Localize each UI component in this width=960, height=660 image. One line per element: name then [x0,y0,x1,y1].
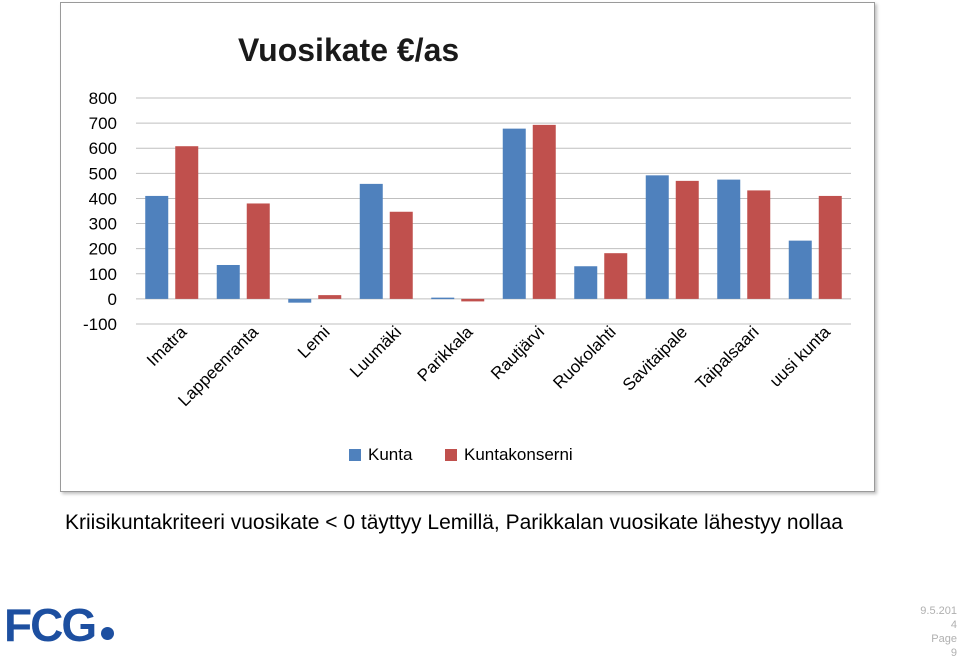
footer-page-number: 9 [950,647,957,659]
bar-kunta [288,298,312,303]
bar-kuntakonserni [318,295,342,299]
bar-kuntakonserni [747,190,771,299]
y-tick-label: 400 [89,189,117,208]
x-tick-label: Rautjärvi [487,322,548,383]
logo-dot-icon [101,626,115,640]
logo-text: FCG [4,599,97,651]
bar-kunta [502,128,526,299]
x-tick-label: Parikkala [414,322,477,385]
y-tick-label: 300 [89,215,117,234]
x-tick-label: Luumäki [346,322,405,381]
legend-swatch-kunta [349,449,361,461]
bar-kunta [145,195,169,299]
x-tick-label: uusi kunta [766,322,835,391]
x-tick-label: Lemi [294,322,333,361]
legend-label: Kuntakonserni [464,445,573,464]
bar-kunta [574,266,598,299]
bar-kuntakonserni [246,203,270,299]
bar-kuntakonserni [389,211,413,299]
footer-meta: 9.5.2014 Page 9 [917,604,957,660]
chart-title: Vuosikate €/as [238,32,459,68]
y-tick-label: 700 [89,114,117,133]
footer-date: 9.5.2014 [920,605,957,631]
bar-kunta [788,240,812,299]
x-tick-label: Taipalsaari [692,322,763,393]
bar-chart: Vuosikate €/as -100 0 100 200 300 400 500 600 700… [83,32,851,464]
bar-kunta [431,297,455,300]
fcg-logo: FCG [4,599,115,651]
y-tick-label: 0 [108,290,117,309]
y-tick-label: 500 [89,164,117,183]
x-tick-label: Ruokolahti [549,322,619,392]
y-tick-label: 100 [89,265,117,284]
bar-kuntakonserni [461,298,485,302]
bar-kunta [717,179,741,299]
y-tick-label: -100 [83,315,117,334]
bar-kuntakonserni [175,146,199,299]
y-tick-label: 200 [89,240,117,259]
x-tick-label: Imatra [143,322,191,370]
legend-swatch-kuntakonserni [445,449,457,461]
bar-kuntakonserni [818,195,842,299]
y-tick-label: 800 [89,89,117,108]
bar-kuntakonserni [604,253,628,299]
bar-kunta [216,264,240,299]
x-tick-label: Savitaipale [619,322,691,394]
legend-label: Kunta [368,445,413,464]
chart-frame: Vuosikate €/as -100 0 100 200 300 400 500 600 700… [60,2,875,492]
y-tick-label: 600 [89,139,117,158]
bar-kunta [359,183,383,299]
slide-caption: Kriisikuntakriteeri vuosikate < 0 täytty… [65,511,843,534]
bar-kuntakonserni [675,180,699,299]
bar-kunta [645,175,669,299]
footer-page-label: Page [931,633,957,645]
bar-kuntakonserni [532,124,556,299]
